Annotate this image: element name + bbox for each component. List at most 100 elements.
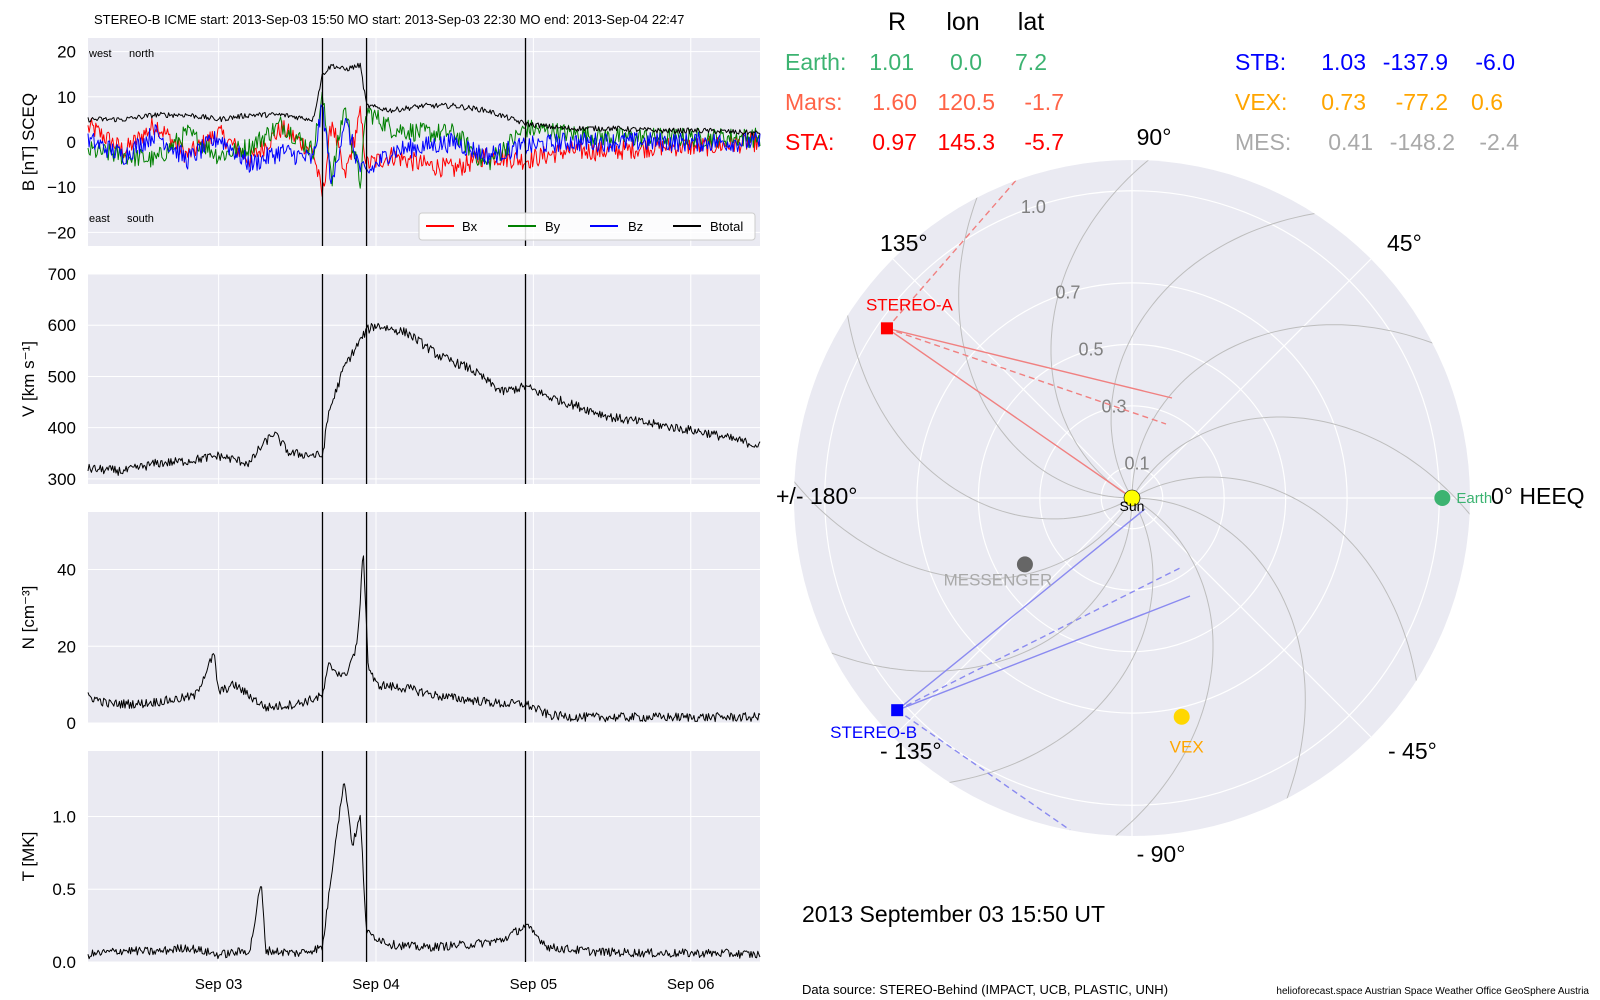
y-axis-label: N [cm⁻³] — [19, 586, 38, 650]
spiral-line — [794, 461, 1133, 580]
x-tick-label: Sep 05 — [510, 976, 558, 993]
angular-gridline — [1131, 258, 1372, 499]
series-line-btotal — [87, 62, 761, 136]
row-mars: Mars: 1.60 120.5 -1.7 — [785, 89, 1064, 115]
sta-outward-line — [886, 169, 1026, 329]
row-mars-lat: -1.7 — [1024, 89, 1064, 115]
series-line-t — [87, 783, 761, 960]
angular-gridline — [892, 258, 1133, 499]
y-tick-label: 500 — [48, 367, 76, 386]
row-mes-label: MES: — [1235, 129, 1291, 155]
series-line-by — [87, 91, 761, 189]
temperature-panel: 1.0 0.5 0.0 T [MK] Sep 03 Sep 04 Sep 05 Sep 06 — [19, 751, 761, 993]
x-tick-label: Sep 03 — [195, 976, 243, 993]
row-sta: STA: 0.97 145.3 -5.7 — [785, 129, 1064, 155]
row-sta-label: STA: — [785, 129, 834, 155]
sun-label: Sun — [1120, 498, 1145, 514]
spiral-line — [1110, 209, 1340, 499]
series-line-bz — [87, 104, 761, 185]
polar-plot: 0.10.30.50.71.0SunEarthSTEREO-ASTEREO-BV… — [794, 160, 1492, 836]
connection-lines — [886, 169, 1191, 831]
row-stb-label: STB: — [1235, 49, 1286, 75]
panel-background — [88, 512, 760, 723]
south-label: south — [127, 213, 154, 225]
stereo-b-marker — [891, 704, 904, 717]
sta-connection-line — [886, 327, 1133, 499]
earth-label: Earth — [1456, 490, 1492, 507]
row-vex-r: 0.73 — [1321, 89, 1366, 115]
spiral-line — [924, 497, 1154, 787]
panel-background — [88, 274, 760, 484]
legend-btotal-label: Btotal — [710, 219, 743, 234]
vex-label: VEX — [1170, 738, 1204, 757]
spiral-line — [843, 290, 1133, 520]
figure-title: STEREO-B ICME start: 2013-Sep-03 15:50 M… — [94, 12, 684, 27]
polar-angle-labels: 0° HEEQ 45° 90° 135° +/- 180° - 135° - 9… — [776, 124, 1585, 867]
north-label: north — [129, 48, 154, 60]
radial-tick-label: 0.1 — [1124, 454, 1149, 474]
angle-label-135: 135° — [880, 230, 928, 256]
spiral-line — [1131, 476, 1421, 706]
radial-tick-label: 1.0 — [1021, 197, 1046, 217]
row-earth: Earth: 1.01 0.0 7.2 — [785, 49, 1047, 75]
y-tick-label: 10 — [57, 88, 76, 107]
west-label: west — [88, 48, 112, 60]
row-mars-lon: 120.5 — [937, 89, 995, 115]
row-sta-lon: 145.3 — [937, 129, 995, 155]
row-mes-lon: -148.2 — [1390, 129, 1455, 155]
angle-label-0: 0° HEEQ — [1491, 483, 1585, 509]
row-mes-r: 0.41 — [1328, 129, 1373, 155]
row-stb-lat: -6.0 — [1475, 49, 1515, 75]
sta-connection-line — [886, 327, 1173, 399]
spiral-line — [807, 497, 1133, 672]
timestamp: 2013 September 03 15:50 UT — [802, 901, 1105, 927]
b-legend: Bx By Bz Btotal — [418, 212, 756, 241]
row-mes: MES: 0.41 -148.2 -2.4 — [1235, 129, 1519, 155]
row-vex-lon: -77.2 — [1396, 89, 1448, 115]
angle-label-45: 45° — [1387, 230, 1422, 256]
series-line-v — [87, 322, 761, 476]
stb-connection-line — [896, 567, 1181, 711]
stereo-b-label: STEREO-B — [830, 723, 917, 742]
row-stb-lon: -137.9 — [1383, 49, 1448, 75]
y-tick-label: −10 — [47, 178, 76, 197]
earth-marker — [1434, 490, 1451, 506]
y-tick-label: 600 — [48, 316, 76, 335]
messenger-label: MESSENGER — [944, 570, 1053, 589]
y-tick-label: 0.0 — [52, 953, 76, 972]
angular-gridline — [892, 497, 1133, 738]
x-tick-label: Sep 04 — [352, 976, 400, 993]
positions-table: R lon lat Earth: 1.01 0.0 7.2 Mars: 1.60… — [785, 8, 1519, 155]
angle-label-m45: - 45° — [1388, 738, 1437, 764]
row-mars-r: 1.60 — [872, 89, 917, 115]
velocity-panel: 700 600 500 400 300 V [km s⁻¹] — [19, 265, 761, 489]
row-sta-lat: -5.7 — [1024, 129, 1064, 155]
stb-outward-line — [896, 709, 1071, 831]
header-lon: lon — [946, 8, 979, 36]
b-field-panel: 20 10 0 −10 −20 B [nT] SCEQ — [19, 38, 761, 246]
row-mes-lat: -2.4 — [1479, 129, 1519, 155]
row-mars-label: Mars: — [785, 89, 843, 115]
y-tick-label: 40 — [57, 561, 76, 580]
stereo-a-marker — [880, 322, 893, 335]
y-tick-label: 0.5 — [52, 880, 76, 899]
y-tick-label: 400 — [48, 419, 76, 438]
legend-by-label: By — [545, 219, 561, 234]
row-vex: VEX: 0.73 -77.2 0.6 — [1235, 89, 1503, 115]
panel-background — [88, 751, 760, 962]
vex-marker — [1173, 708, 1190, 725]
radial-tick-label: 0.7 — [1055, 283, 1080, 303]
radial-tick-label: 0.5 — [1078, 340, 1103, 360]
parker-spirals — [794, 160, 1470, 836]
sta-connection-line — [886, 327, 1167, 425]
y-axis-label: T [MK] — [19, 832, 38, 882]
y-tick-label: 0 — [67, 133, 76, 152]
row-vex-lat: 0.6 — [1471, 89, 1503, 115]
series-line-n — [87, 555, 761, 723]
angular-gridline — [1131, 497, 1372, 738]
row-stb-r: 1.03 — [1321, 49, 1366, 75]
row-earth-lon: 0.0 — [950, 49, 982, 75]
y-axis-label: V [km s⁻¹] — [19, 341, 38, 417]
row-stb: STB: 1.03 -137.9 -6.0 — [1235, 49, 1515, 75]
spiral-line — [1050, 160, 1169, 499]
